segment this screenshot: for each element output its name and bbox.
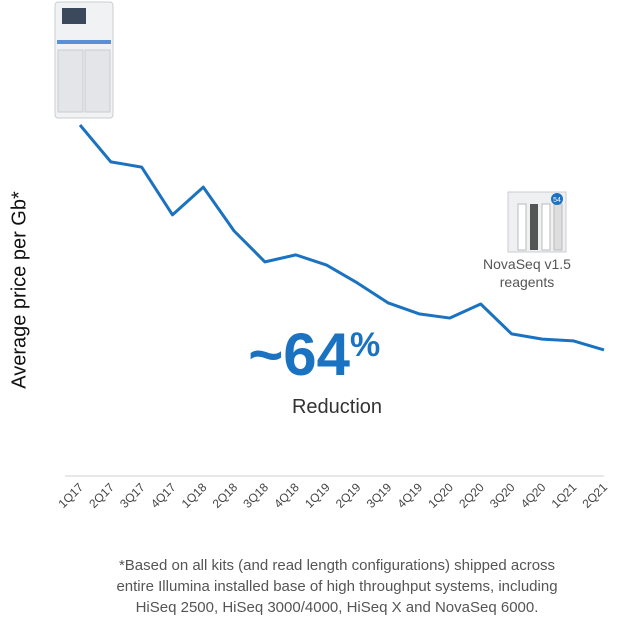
annotation: reagents (500, 274, 554, 290)
x-tick-label: 4Q19 (395, 480, 426, 511)
x-tick-label: 1Q17 (55, 480, 86, 511)
line (78, 124, 605, 352)
x-tick-label: 2Q20 (456, 480, 487, 511)
x-tick-label: 1Q21 (549, 480, 580, 511)
badge: 54 (553, 197, 561, 204)
x-tick-label: 2Q19 (333, 480, 364, 511)
x-tick-label: 4Q20 (518, 480, 549, 511)
x-tick-label: 1Q19 (302, 480, 333, 511)
footnote: *Based on all kits (and read length conf… (119, 557, 555, 574)
x-tick-label: 2Q21 (579, 480, 610, 511)
x-tick-label: 3Q20 (487, 480, 518, 511)
big-unit: % (350, 326, 380, 364)
x-tick-label: 1Q18 (179, 480, 210, 511)
x-tick-label: 2Q17 (86, 480, 117, 511)
x-tick-label: 3Q18 (240, 480, 271, 511)
x-tick-label: 3Q17 (117, 480, 148, 511)
x-tick-label: 4Q17 (148, 480, 179, 511)
x-tick-label: 3Q19 (364, 480, 395, 511)
footnote: HiSeq 2500, HiSeq 3000/4000, HiSeq X and… (136, 599, 539, 616)
big-number: ~64 (248, 321, 350, 388)
reagent-image: 54 (507, 191, 567, 253)
annotation: NovaSeq v1.5 (483, 256, 571, 272)
x-tick-label: 4Q18 (271, 480, 302, 511)
annotation: Reduction (292, 396, 382, 418)
x-tick-label: 2Q18 (210, 480, 241, 511)
x-tick-label: 1Q20 (425, 480, 456, 511)
footnote: entire Illumina installed base of high t… (116, 578, 557, 595)
y-axis-label: Average price per Gb* (8, 191, 30, 389)
instrument-image (54, 1, 114, 119)
